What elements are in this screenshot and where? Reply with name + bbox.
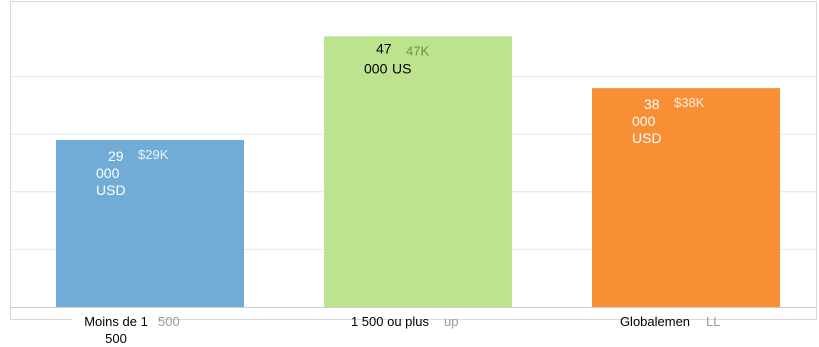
bar-1 bbox=[56, 139, 244, 307]
chart-frame bbox=[10, 1, 817, 320]
tick-ghost-3: LL bbox=[706, 314, 720, 329]
tick-label-2: 1 500 ou plus bbox=[351, 314, 430, 329]
value-label-3: 38 000 USD bbox=[632, 96, 662, 146]
tick-label-3: Globalemen bbox=[620, 314, 690, 329]
ghost-value-label-2: 47K bbox=[406, 43, 429, 58]
tick-label-1: Moins de 1 500 bbox=[84, 314, 148, 346]
tick-label-bg-1 bbox=[72, 312, 158, 347]
value-label-1: 29 000 USD bbox=[96, 148, 126, 198]
ghost-value-label-3: $38K bbox=[674, 95, 705, 110]
tick-ghost-1: 500 bbox=[158, 314, 180, 329]
tick-ghost-2: up bbox=[444, 314, 458, 329]
bar-2 bbox=[324, 36, 512, 307]
ghost-value-label-1: $29K bbox=[138, 147, 169, 162]
bars-group bbox=[56, 36, 780, 308]
value-label-2: 47 000 US bbox=[364, 40, 411, 76]
bar-3 bbox=[592, 88, 780, 308]
